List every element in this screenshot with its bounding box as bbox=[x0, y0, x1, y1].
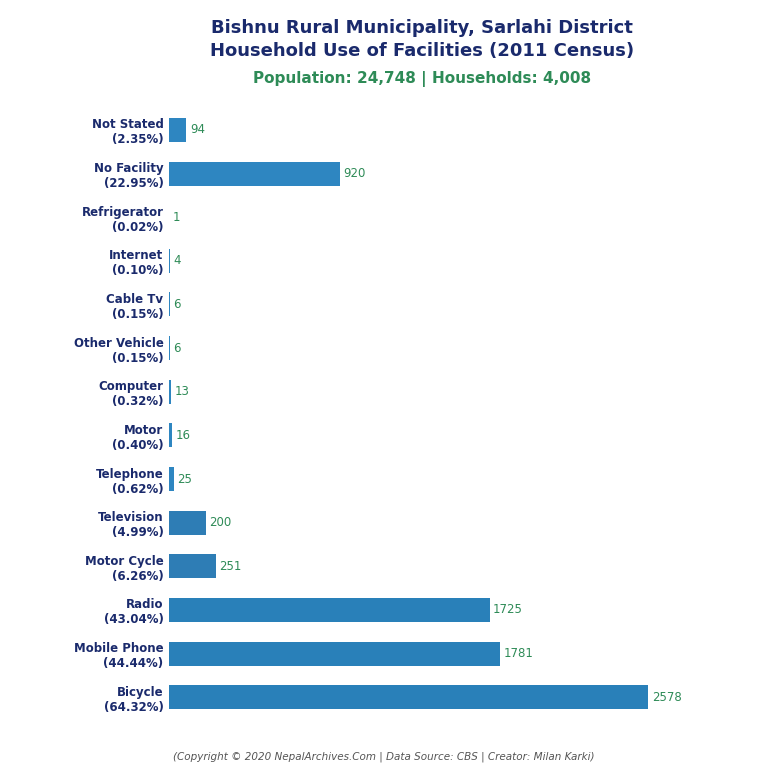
Text: 1: 1 bbox=[173, 210, 180, 223]
Text: Population: 24,748 | Households: 4,008: Population: 24,748 | Households: 4,008 bbox=[253, 71, 591, 87]
Text: 200: 200 bbox=[210, 516, 232, 529]
Bar bbox=[169, 685, 648, 710]
Bar bbox=[169, 336, 170, 360]
Text: Bishnu Rural Municipality, Sarlahi District: Bishnu Rural Municipality, Sarlahi Distr… bbox=[211, 19, 634, 37]
Bar bbox=[169, 423, 172, 448]
Text: 94: 94 bbox=[190, 124, 205, 137]
Bar bbox=[169, 467, 174, 491]
Text: 16: 16 bbox=[175, 429, 190, 442]
Text: 4: 4 bbox=[173, 254, 180, 267]
Text: 13: 13 bbox=[175, 386, 190, 399]
Bar bbox=[169, 161, 340, 186]
Text: 251: 251 bbox=[219, 560, 241, 573]
Text: (Copyright © 2020 NepalArchives.Com | Data Source: CBS | Creator: Milan Karki): (Copyright © 2020 NepalArchives.Com | Da… bbox=[174, 751, 594, 762]
Text: 1725: 1725 bbox=[493, 604, 523, 617]
Bar bbox=[169, 118, 187, 142]
Text: 6: 6 bbox=[174, 342, 181, 355]
Text: 25: 25 bbox=[177, 472, 192, 485]
Text: 920: 920 bbox=[343, 167, 366, 180]
Bar bbox=[169, 554, 216, 578]
Bar bbox=[169, 641, 500, 666]
Bar bbox=[169, 379, 171, 404]
Bar bbox=[169, 293, 170, 316]
Bar bbox=[169, 511, 206, 535]
Bar bbox=[169, 598, 490, 622]
Text: 6: 6 bbox=[174, 298, 181, 311]
Text: Household Use of Facilities (2011 Census): Household Use of Facilities (2011 Census… bbox=[210, 42, 634, 60]
Text: 2578: 2578 bbox=[652, 690, 681, 703]
Text: 1781: 1781 bbox=[504, 647, 533, 660]
